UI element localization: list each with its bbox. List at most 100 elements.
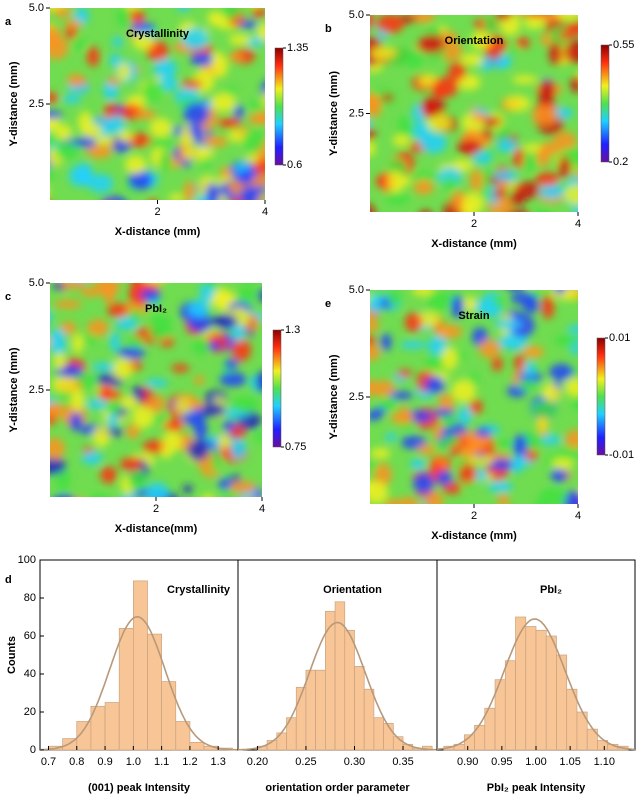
hist-bar: [334, 601, 346, 751]
x-tick-label: 4: [575, 218, 581, 230]
heatmap-blob: [558, 156, 571, 179]
y-axis-label: Y-distance (mm): [328, 354, 340, 439]
heatmap-blob: [86, 144, 113, 159]
heatmap-blob: [513, 181, 541, 200]
heatmap-blob: [128, 308, 142, 321]
heatmap-blob: [91, 362, 116, 372]
heatmap-blob: [478, 339, 501, 359]
heatmap-blob: [182, 484, 193, 494]
x-tick-label: 0.90: [457, 756, 478, 768]
heatmap-blob: [145, 136, 173, 151]
heatmap-blob: [233, 105, 244, 119]
heatmap-blob: [534, 208, 552, 212]
heatmap-blob: [536, 147, 551, 167]
heatmap-blob: [579, 211, 592, 226]
heatmap-blob: [487, 481, 513, 493]
heatmap-blob: [370, 460, 379, 473]
heatmap-blob: [436, 470, 453, 486]
hist-title: Orientation: [323, 584, 382, 596]
heatmap-blob: [516, 380, 539, 390]
heatmap-blob: [109, 53, 121, 68]
heatmap-blob: [397, 497, 419, 504]
heatmap-blob: [557, 15, 578, 21]
heatmap-blob: [193, 376, 205, 385]
y-axis-label: Y-distance (mm): [328, 71, 340, 156]
heatmap-blob: [531, 400, 558, 418]
heatmap-blob: [540, 78, 555, 99]
x-tick-label: 0.7: [41, 756, 56, 768]
colorbar-tick-label: 0.01: [609, 332, 630, 344]
heatmap-blob: [400, 340, 426, 349]
heatmap-blob: [104, 400, 122, 414]
heatmap-blob: [121, 494, 136, 497]
hist-bar: [354, 666, 365, 751]
heatmap-blob: [538, 487, 567, 504]
heatmap-blob: [183, 180, 195, 200]
heatmap-blob: [497, 494, 510, 504]
heatmap-blob: [181, 27, 210, 50]
heatmap-blob: [516, 36, 530, 49]
heatmap-blob: [261, 92, 265, 106]
colorbar-tick-label: 1.35: [287, 42, 308, 54]
heatmap-blob: [537, 185, 565, 199]
x-axis-label: X-distance (mm): [431, 238, 517, 250]
heatmap-blob: [410, 171, 438, 182]
heatmap-blob: [118, 130, 133, 143]
heatmap-blob: [372, 380, 395, 397]
heatmap-blob: [94, 283, 121, 296]
heatmap-blob: [390, 411, 415, 425]
heatmap-blob: [117, 62, 131, 81]
heatmap-blob: [370, 344, 381, 361]
heatmap-blob: [64, 19, 82, 29]
x-tick-label: 4: [259, 503, 265, 515]
heatmap-blob: [168, 193, 185, 200]
x-tick-label: 2: [471, 218, 477, 230]
hist-title: Crystallinity: [167, 584, 231, 596]
heatmap-blob: [523, 361, 536, 377]
heatmap-blob: [510, 313, 535, 338]
heatmap-blob: [50, 25, 62, 46]
heatmap-blob: [183, 102, 209, 126]
heatmap-blob: [53, 352, 66, 371]
heatmap-blob: [38, 197, 52, 215]
heatmap-blob: [54, 124, 72, 140]
heatmap-blob: [232, 395, 259, 413]
heatmap-blob: [230, 425, 246, 440]
heatmap-blob: [404, 312, 423, 333]
heatmap-blob: [219, 372, 247, 387]
heatmap-blob: [473, 469, 488, 482]
heatmap-blob: [563, 490, 578, 504]
heatmap-title: Strain: [458, 310, 489, 322]
heatmap-blob: [144, 378, 169, 388]
heatmap-blob: [458, 406, 473, 425]
x-tick-label: 2: [154, 206, 160, 218]
y-tick-label: 2.5: [349, 391, 364, 403]
x-axis-label: PbI₂ peak Intensity: [487, 782, 586, 794]
heatmap-blob: [107, 302, 128, 318]
heatmap-blob: [492, 189, 505, 198]
x-tick-label: 1.1: [154, 756, 169, 768]
heatmap-blob: [81, 287, 100, 297]
heatmap-blob: [549, 363, 574, 381]
x-axis-label: X-distance (mm): [115, 226, 201, 238]
fit-curve: [237, 621, 438, 751]
heatmap-blob: [102, 195, 126, 200]
heatmap-blob: [490, 439, 514, 449]
x-tick-label: 0.25: [295, 756, 316, 768]
y-tick-label: 20: [24, 706, 36, 718]
heatmap-blob: [494, 319, 523, 330]
heatmap-blob: [419, 34, 445, 54]
heatmap-blob: [435, 324, 463, 339]
heatmap-blob: [536, 415, 549, 434]
heatmap-blob: [483, 16, 498, 32]
heatmap-blob: [50, 406, 53, 423]
heatmap-blob: [126, 424, 140, 439]
heatmap-blob: [81, 451, 103, 465]
heatmap-blob: [451, 379, 476, 403]
heatmap-blob: [491, 356, 503, 372]
colorbar: [272, 329, 282, 448]
heatmap-blob: [410, 15, 435, 24]
y-tick-label: 40: [24, 668, 36, 680]
heatmap-blob: [162, 431, 182, 453]
heatmap-blob: [132, 32, 154, 51]
